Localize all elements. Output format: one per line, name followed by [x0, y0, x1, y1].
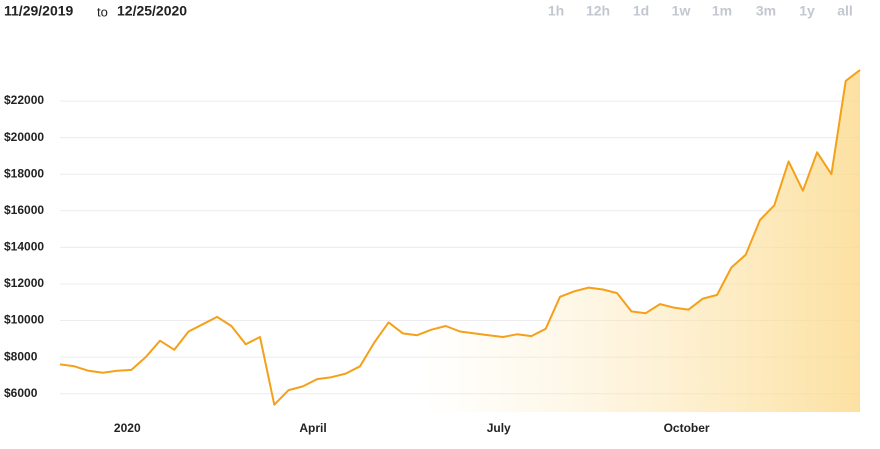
line — [59, 69, 861, 406]
area — [60, 70, 860, 412]
x-tick-label: April — [299, 421, 326, 435]
y-tick-label: $22000 — [4, 93, 44, 107]
y-tick-label: $10000 — [4, 313, 44, 327]
range-button[interactable]: 1w — [672, 3, 691, 19]
x-tick-label: October — [664, 421, 710, 435]
range-button[interactable]: 1d — [633, 3, 649, 19]
y-tick-label: $8000 — [4, 349, 38, 363]
y-tick-label: $6000 — [4, 386, 38, 400]
range-button[interactable]: 12h — [586, 3, 610, 19]
date-from: 11/29/2019 — [4, 3, 74, 19]
range-button[interactable]: all — [837, 3, 853, 19]
x-tick-label: 2020 — [114, 421, 141, 435]
range-button[interactable]: 3m — [756, 3, 776, 19]
date-to: 12/25/2020 — [117, 3, 187, 19]
y-tick-label: $12000 — [4, 276, 44, 290]
range-button[interactable]: 1m — [712, 3, 732, 19]
x-tick-label: July — [487, 421, 511, 435]
y-tick-label: $18000 — [4, 166, 44, 180]
y-tick-label: $16000 — [4, 203, 44, 217]
date-sep: to — [97, 4, 108, 19]
range-button[interactable]: 1y — [799, 3, 815, 19]
y-tick-label: $20000 — [4, 130, 44, 144]
range-button[interactable]: 1h — [548, 3, 564, 19]
y-tick-label: $14000 — [4, 240, 44, 254]
